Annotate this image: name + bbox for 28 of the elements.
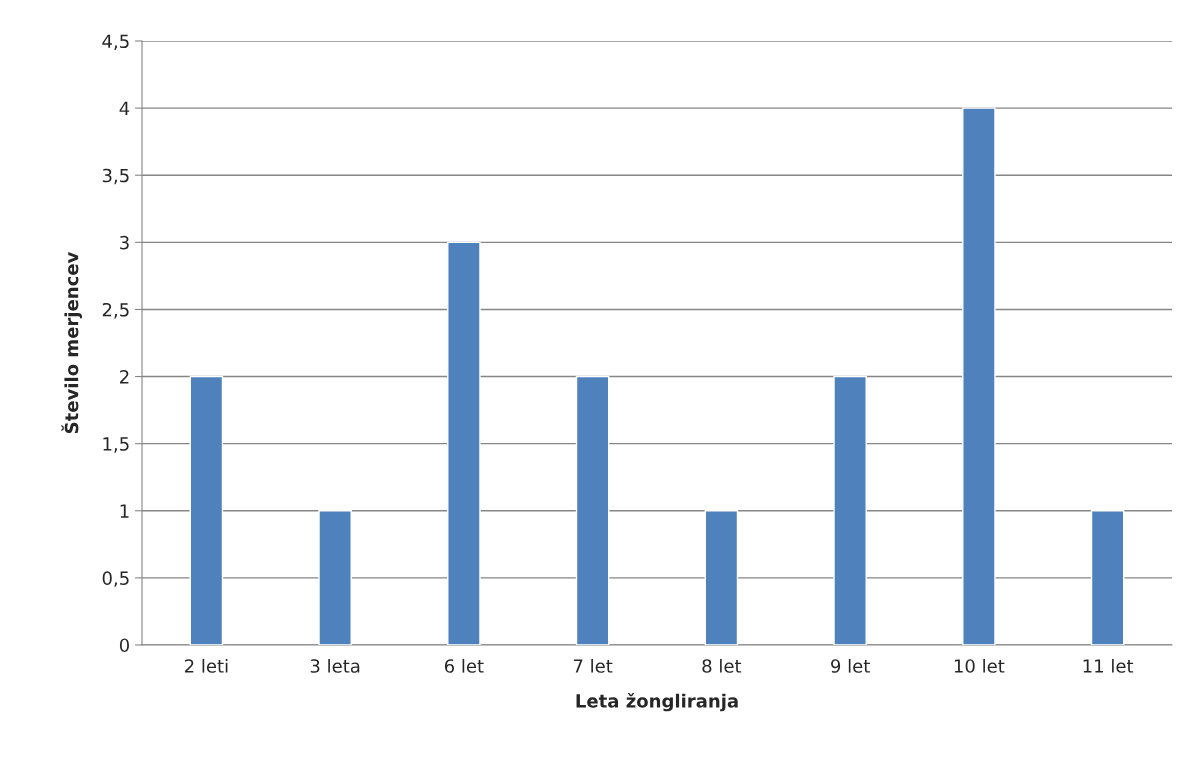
x-tick-label: 9 let <box>831 658 870 673</box>
bar <box>962 107 996 645</box>
y-tick-label: 4,5 <box>102 34 129 50</box>
y-tick-label: 0,5 <box>102 571 129 587</box>
x-tick-label: 11 let <box>1083 658 1134 673</box>
x-tick-label: 10 let <box>954 658 1005 673</box>
y-tick-label: 1,5 <box>103 437 129 453</box>
y-tick-label: 1 <box>120 504 129 518</box>
y-axis-title: Število merjencev <box>61 251 83 434</box>
bar <box>704 510 739 645</box>
y-tick-label: 3 <box>120 235 129 250</box>
y-tick-label: 2 <box>120 370 129 384</box>
y-tick-label: 0 <box>119 638 129 653</box>
bar <box>189 375 224 645</box>
x-tick-label: 2 leti <box>184 658 228 673</box>
x-tick-label: 7 let <box>573 658 613 673</box>
bar <box>575 375 610 645</box>
x-tick-label: 6 let <box>444 658 484 673</box>
y-tick-label: 2,5 <box>102 302 129 319</box>
bar <box>447 241 481 645</box>
bar <box>833 375 867 645</box>
x-tick-label: 3 leta <box>310 658 360 673</box>
bar <box>318 510 352 645</box>
x-axis-title: Leta žongliranja <box>576 693 738 712</box>
y-tick-label: 4 <box>119 101 130 115</box>
x-tick-label: 8 let <box>702 658 742 673</box>
bar <box>1090 510 1125 645</box>
y-tick-label: 3,5 <box>102 168 129 185</box>
